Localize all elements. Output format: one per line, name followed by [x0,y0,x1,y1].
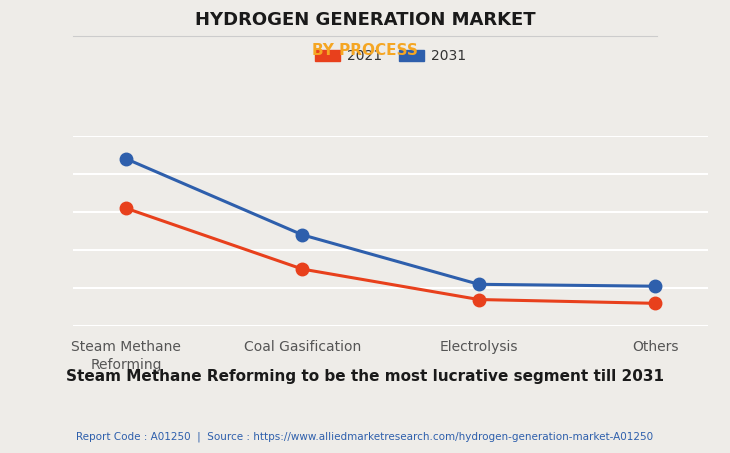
2031 [121,156,130,161]
Text: Steam Methane Reforming to be the most lucrative segment till 2031: Steam Methane Reforming to be the most l… [66,369,664,384]
2021 [298,266,307,272]
Legend: 2021, 2031: 2021, 2031 [310,44,472,69]
2031 [474,282,483,287]
2031 [651,284,660,289]
2021 [474,297,483,302]
2021 [121,206,130,211]
2031 [298,232,307,237]
Text: Report Code : A01250  |  Source : https://www.alliedmarketresearch.com/hydrogen-: Report Code : A01250 | Source : https://… [77,431,653,442]
2021 [651,301,660,306]
Line: 2021: 2021 [120,202,661,309]
Text: BY PROCESS: BY PROCESS [312,43,418,58]
Text: HYDROGEN GENERATION MARKET: HYDROGEN GENERATION MARKET [195,11,535,29]
Line: 2031: 2031 [120,153,661,293]
